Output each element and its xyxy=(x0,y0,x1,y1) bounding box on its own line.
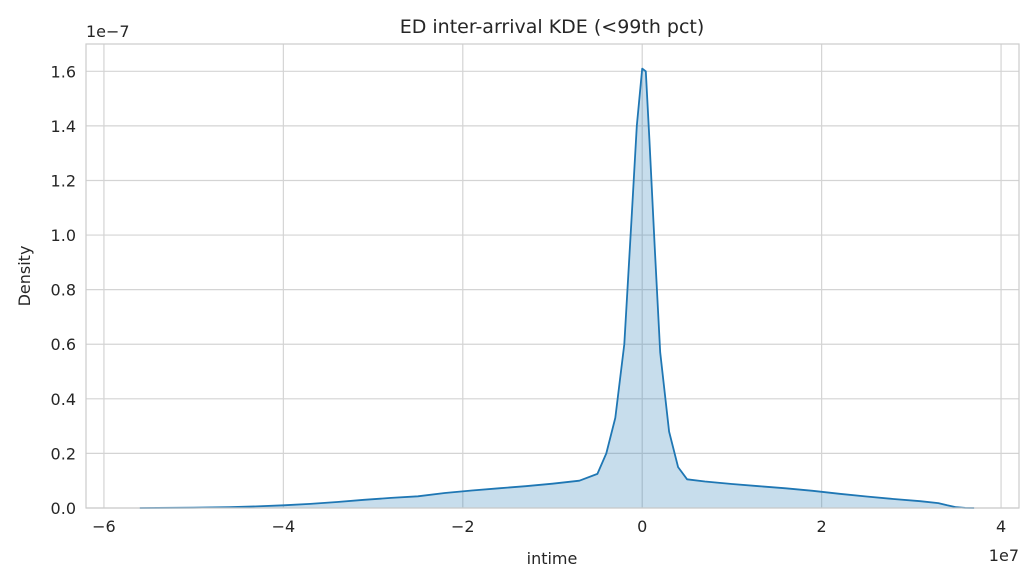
y-tick-label: 0.0 xyxy=(51,499,76,518)
kde-density-line xyxy=(139,67,975,509)
x-offset-label: 1e7 xyxy=(989,546,1019,565)
y-tick-label: 1.2 xyxy=(51,171,76,190)
x-tick-label: −6 xyxy=(92,517,116,536)
x-tick-label: −2 xyxy=(451,517,475,536)
y-tick-label: 1.6 xyxy=(51,62,76,81)
x-tick-label: 0 xyxy=(637,517,647,536)
x-tick-label: 2 xyxy=(817,517,827,536)
plot-frame xyxy=(85,43,1020,509)
kde-fill-area xyxy=(139,68,975,508)
chart-title: ED inter-arrival KDE (<99th pct) xyxy=(400,16,705,38)
x-tick-label: 4 xyxy=(996,517,1006,536)
x-axis-label: intime xyxy=(527,549,578,568)
y-offset-label: 1e−7 xyxy=(86,22,130,41)
x-tick-label: −4 xyxy=(272,517,296,536)
y-tick-label: 1.0 xyxy=(51,226,76,245)
y-tick-label: 0.8 xyxy=(51,281,76,300)
y-tick-label: 0.2 xyxy=(51,444,76,463)
y-tick-label: 0.6 xyxy=(51,335,76,354)
y-tick-label: 0.4 xyxy=(51,390,76,409)
y-axis-label: Density xyxy=(15,246,34,307)
y-tick-label: 1.4 xyxy=(51,117,76,136)
